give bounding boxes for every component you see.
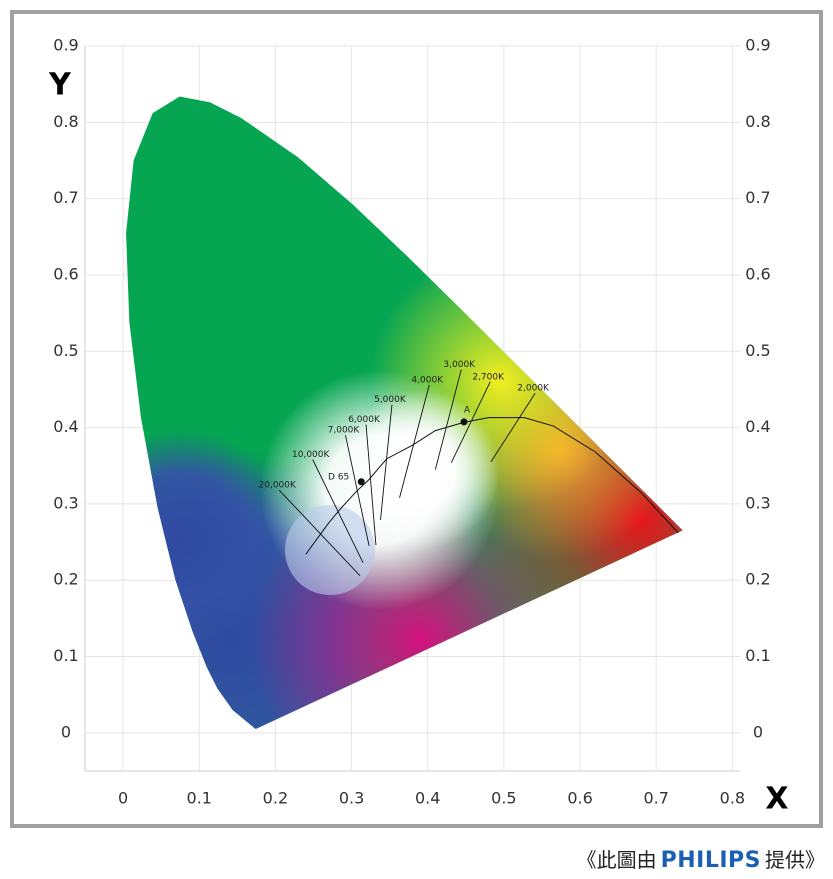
y-tick-label-right: 0.8 (745, 112, 770, 131)
isotherm-label: 4,000K (411, 375, 444, 385)
color-fill (126, 96, 683, 730)
isotherm-line (399, 384, 430, 498)
frame (10, 10, 823, 828)
x-tick-label: 0.5 (491, 789, 516, 808)
y-tick-label: 0.7 (53, 188, 78, 207)
isotherm-line (312, 459, 364, 563)
y-tick-label: 0.4 (53, 417, 78, 436)
white-point (357, 478, 365, 486)
x-axis-label: X (765, 782, 788, 817)
y-tick-label-right: 0.6 (745, 264, 770, 283)
isotherm-line (450, 381, 491, 463)
planckian-locus (305, 417, 679, 555)
y-tick-label: 0.8 (53, 112, 78, 131)
white-point (460, 418, 468, 426)
y-tick-label-right: 0 (753, 722, 763, 741)
isotherm-label: 20,000K (259, 481, 297, 491)
caption-text: 提供》 (765, 848, 825, 872)
y-tick-label-right: 0.4 (745, 417, 770, 436)
brand: PHILIPS (660, 848, 761, 873)
x-tick-label: 0 (118, 789, 128, 808)
y-tick-label-right: 0.3 (745, 493, 770, 512)
isotherm-label: 10,000K (292, 450, 330, 460)
y-tick-label: 0.1 (53, 646, 78, 665)
isotherm-label: 2,700K (472, 372, 505, 382)
y-tick-label: 0 (61, 722, 71, 741)
y-tick-label: 0.6 (53, 264, 78, 283)
chart: 0 0 0.1 0.1 0.2 0.2 0.3 0.3 0.4 0.4 0.5 0.5 0.6 0.6 0.… (10, 10, 823, 828)
y-tick-label-right: 0.7 (745, 188, 770, 207)
x-tick-label: 0.1 (187, 789, 212, 808)
isotherm-label: 6,000K (348, 415, 381, 425)
y-tick-label-right: 0.9 (745, 36, 770, 55)
y-tick-label: 0.5 (53, 341, 78, 360)
isotherm-line (434, 369, 462, 470)
x-tick-label: 0.4 (415, 789, 440, 808)
point-label: D 65 (328, 472, 349, 482)
isotherm-line (345, 435, 370, 546)
x-tick-label: 0.3 (339, 789, 364, 808)
isotherm-line (278, 489, 361, 576)
y-tick-label-right: 0.2 (745, 570, 770, 589)
x-tick-label: 0.8 (720, 789, 745, 808)
isotherm-line (365, 424, 377, 546)
caption: 《此圖由 PHILIPS 提供》 (577, 844, 825, 873)
isotherm-label: 7,000K (328, 426, 361, 436)
x-tick-label: 0.7 (643, 789, 668, 808)
y-axis-label: Y (48, 68, 72, 103)
caption-text: 《此圖由 (576, 848, 657, 872)
y-tick-label-right: 0.5 (745, 341, 770, 360)
x-tick-label: 0.6 (567, 789, 592, 808)
y-tick-label: 0.9 (53, 36, 78, 55)
y-tick-label: 0.2 (53, 570, 78, 589)
isotherm-line (490, 392, 536, 463)
x-tick-label: 0.2 (263, 789, 288, 808)
point-label: A (464, 405, 471, 415)
isotherm-label: 2,000K (517, 384, 550, 394)
y-tick-label-right: 0.1 (745, 646, 770, 665)
isotherm-line (380, 404, 393, 520)
y-tick-label: 0.3 (53, 493, 78, 512)
isotherm-label: 5,000K (374, 395, 407, 405)
isotherm-label: 3,000K (443, 360, 476, 370)
